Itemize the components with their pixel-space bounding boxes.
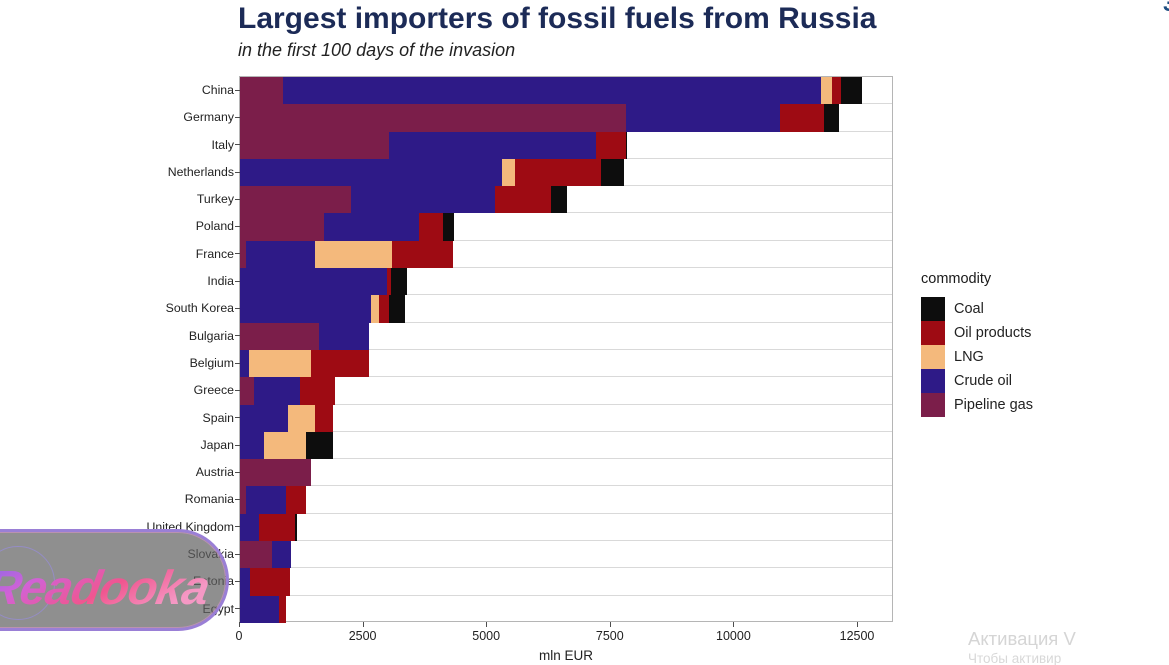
svg-text:Readooka: Readooka (0, 561, 213, 615)
